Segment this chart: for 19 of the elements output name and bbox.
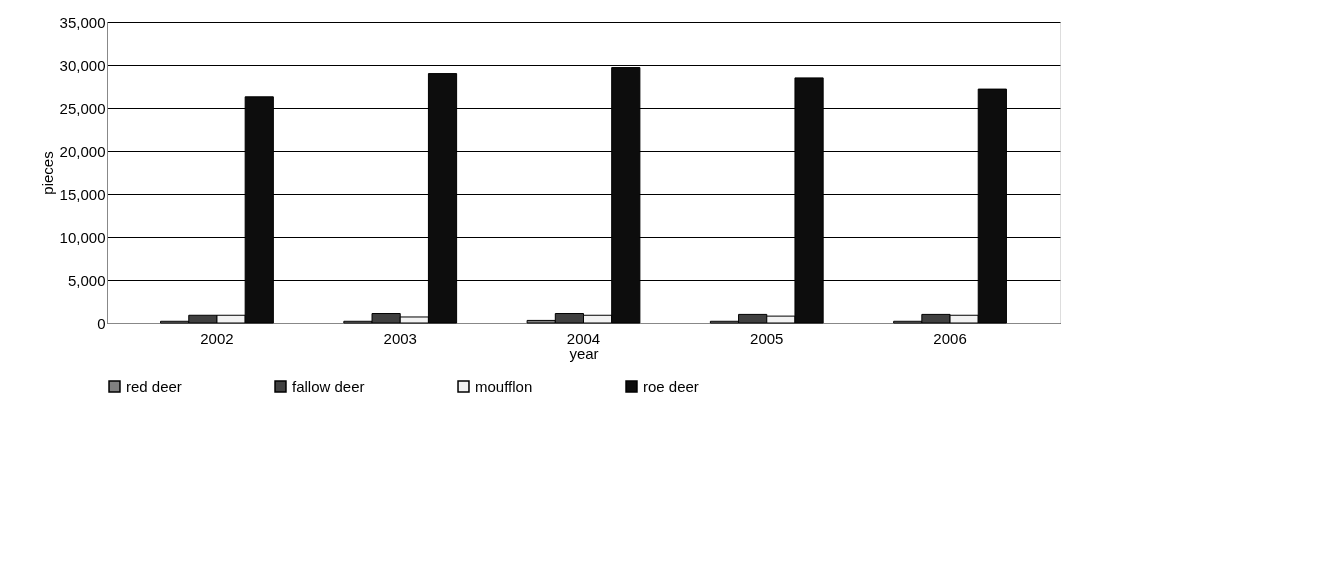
x-axis-title: year (569, 344, 599, 362)
y-axis-title: pieces (38, 151, 56, 195)
y-tick-label: 35,000 (59, 13, 106, 31)
y-tick-label: 20,000 (59, 142, 106, 160)
x-tick-label: 2002 (200, 329, 234, 347)
y-tick-label: 10,000 (59, 228, 106, 246)
y-tick-label: 15,000 (59, 185, 106, 203)
y-tick-label: 5,000 (67, 271, 106, 289)
x-tick-label: 2005 (750, 329, 784, 347)
legend-label: red deer (126, 377, 182, 395)
y-tick-label: 0 (97, 314, 106, 332)
x-tick-label: 2003 (383, 329, 417, 347)
legend-label: roe deer (643, 377, 699, 395)
x-tick-label: 2006 (933, 329, 967, 347)
x-tick-label: 2004 (566, 329, 601, 347)
y-tick-label: 25,000 (59, 99, 106, 117)
legend-label: moufflon (475, 377, 533, 395)
y-tick-label: 30,000 (59, 56, 106, 74)
legend-label: fallow deer (292, 377, 365, 395)
